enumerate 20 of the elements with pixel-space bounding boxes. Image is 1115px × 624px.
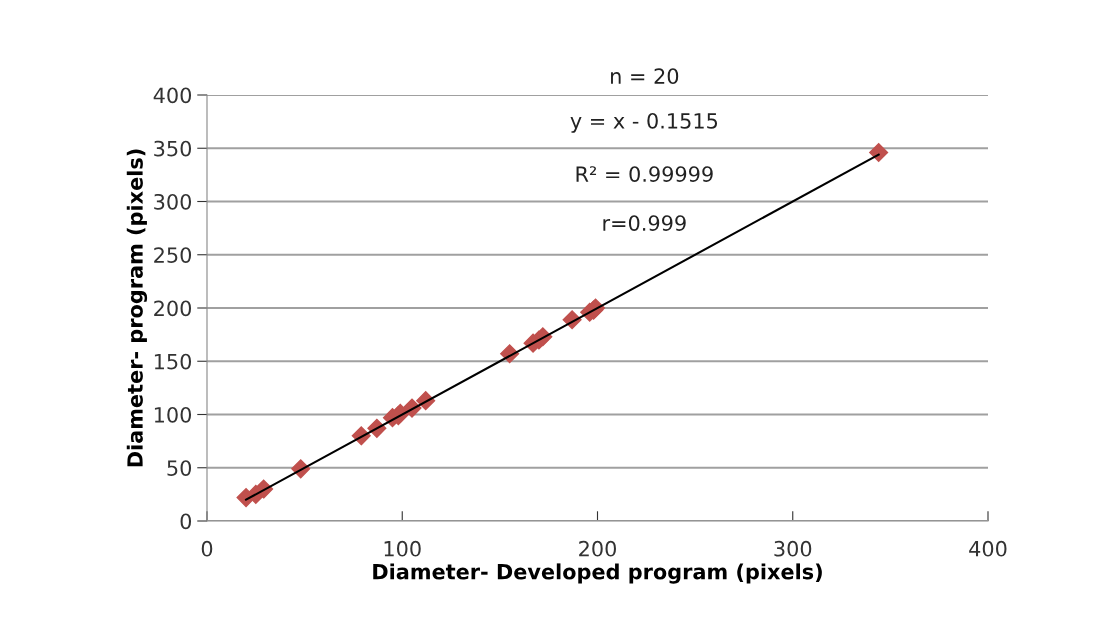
x-tick-label: 0: [201, 540, 213, 557]
y-tick-label: 350: [154, 140, 192, 157]
x-tick-label: 100: [384, 540, 421, 557]
y-axis-title: Diameter- program (pixels): [126, 149, 148, 467]
annotation: y = x - 0.1515: [570, 112, 718, 133]
x-tick-label: 400: [969, 540, 1007, 557]
x-tick-label: 300: [774, 540, 812, 557]
annotation: r=0.999: [603, 215, 686, 231]
y-tick-label: 200: [154, 300, 192, 317]
y-tick-label: 0: [180, 513, 192, 530]
y-tick-label: 250: [154, 247, 192, 263]
y-tick-label: 400: [153, 87, 192, 104]
x-tick-label: 200: [579, 540, 616, 557]
y-tick-label: 300: [154, 193, 192, 210]
text: n = 20: [611, 68, 679, 84]
x-axis-title: Diameter- Developed program (pixels): [373, 563, 822, 584]
annotation: R² = 0.99999: [576, 166, 713, 182]
y-tick-label: 50: [167, 460, 192, 476]
y-tick-label: 100: [154, 406, 192, 423]
y-tick-label: 150: [154, 353, 192, 370]
